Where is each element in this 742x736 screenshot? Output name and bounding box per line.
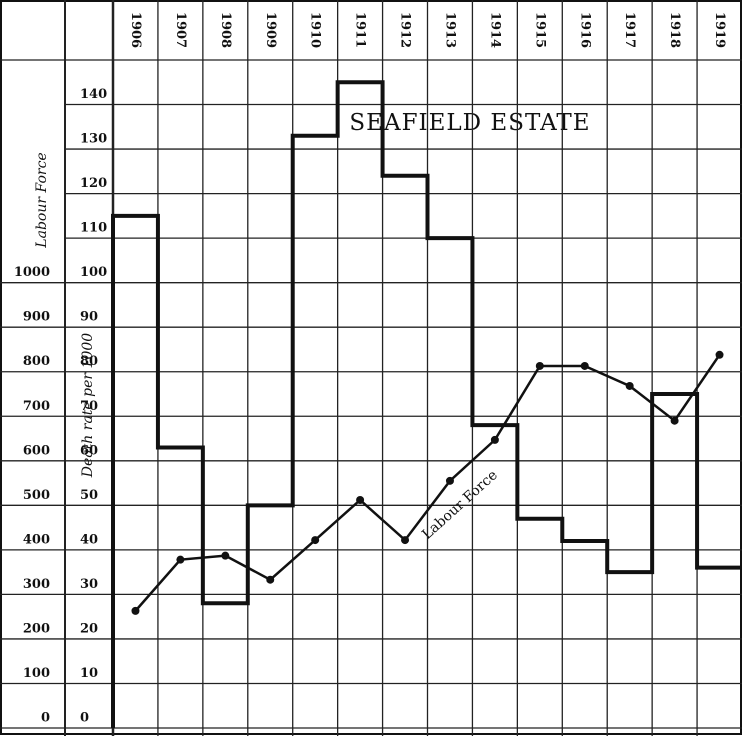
x-tick-label: 1909 (263, 12, 278, 48)
y2-axis-label: Labour Force (34, 152, 50, 248)
point (490, 435, 499, 444)
y2-tick-label: 100 (23, 666, 50, 681)
x-tick-label: 1912 (398, 12, 413, 48)
y-tick-label: 130 (80, 132, 107, 147)
y-tick-label: 110 (80, 221, 107, 236)
y-tick-label: 70 (80, 399, 98, 414)
y-tick-label: 0 (80, 711, 89, 726)
y2-tick-label: 200 (23, 621, 50, 636)
y-tick-label: 20 (80, 621, 98, 636)
y2-tick-label: 0 (41, 711, 50, 726)
y2-tick-label: 800 (23, 354, 50, 369)
x-tick-label: 1915 (532, 12, 547, 48)
y-tick-label: 140 (80, 87, 107, 102)
y-tick-label: 50 (80, 488, 98, 503)
y2-tick-label: 700 (23, 399, 50, 414)
point (670, 416, 679, 425)
step-line (111, 80, 742, 728)
point (445, 476, 454, 485)
point (401, 536, 410, 545)
point (356, 495, 365, 504)
y-tick-label: 10 (80, 666, 98, 681)
x-tick-label: 1917 (622, 12, 637, 48)
y2-tick-label: 900 (23, 310, 50, 325)
point (131, 606, 140, 615)
y-tick-label: 60 (80, 443, 98, 458)
point (535, 361, 544, 370)
y2-tick-label: 600 (23, 443, 50, 458)
line (134, 354, 721, 612)
point (266, 575, 275, 584)
x-tick-label: 1910 (308, 12, 323, 48)
x-tick-label: 1906 (128, 12, 143, 48)
y-tick-label: 100 (80, 265, 107, 280)
point (715, 350, 724, 359)
x-tick-label: 1907 (173, 12, 188, 48)
point (625, 381, 634, 390)
y2-tick-label: 1000 (14, 265, 50, 280)
y-tick-label: 80 (80, 354, 98, 369)
x-tick-label: 1916 (577, 12, 592, 48)
y-tick-label: 90 (80, 310, 98, 325)
y2-tick-label: 300 (23, 577, 50, 592)
x-tick-label: 1911 (353, 12, 368, 48)
x-tick-label: 1918 (667, 12, 682, 48)
y-tick-label: 30 (80, 577, 98, 592)
x-tick-label: 1913 (442, 12, 457, 48)
y2-tick-label: 400 (23, 532, 50, 547)
y-tick-label: 120 (80, 176, 107, 191)
y-axis-label: Death rate per 1000 (80, 333, 96, 478)
x-tick-label: 1919 (712, 12, 727, 48)
x-tick-label: 1914 (487, 12, 502, 48)
y-tick-label: 40 (80, 532, 98, 547)
point (580, 361, 589, 370)
chart-title: SEAFIELD ESTATE (349, 110, 590, 136)
y2-tick-label: 500 (23, 488, 50, 503)
point (311, 536, 320, 545)
point (176, 555, 185, 564)
x-tick-label: 1908 (218, 12, 233, 48)
point (221, 551, 230, 560)
